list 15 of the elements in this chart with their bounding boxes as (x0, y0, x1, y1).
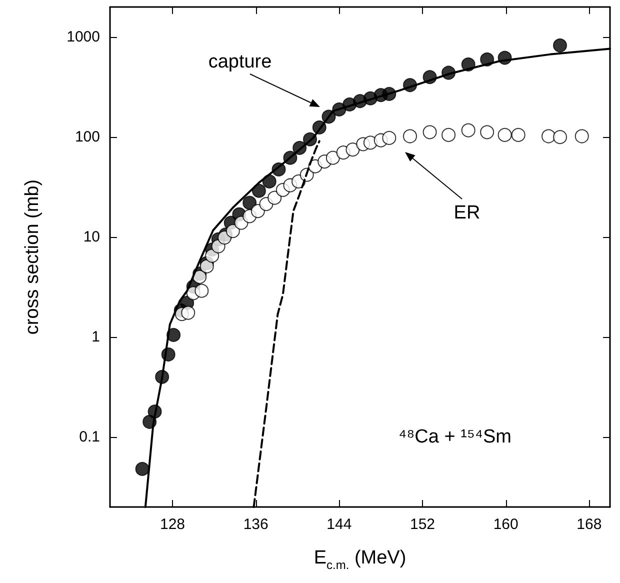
x-tick-label: 128 (160, 516, 186, 533)
x-tick-label: 160 (493, 516, 518, 533)
y-tick-label: 0.1 (79, 428, 100, 446)
x-tick-label: 144 (326, 516, 352, 533)
y-tick-label: 1 (92, 328, 100, 346)
annotation: ⁴⁸Ca + ¹⁵⁴Sm (398, 426, 512, 448)
x-tick-label: 152 (410, 516, 436, 533)
y-tick-label: 10 (83, 228, 100, 246)
annotation: ER (454, 202, 480, 224)
y-tick-label: 100 (74, 128, 100, 146)
x-tick-label: 136 (243, 516, 268, 533)
x-tick-label: 168 (576, 516, 602, 533)
y-axis-title: cross section (mb) (22, 179, 43, 335)
y-tick-label: 1000 (66, 28, 100, 46)
annotation: capture (208, 52, 272, 72)
